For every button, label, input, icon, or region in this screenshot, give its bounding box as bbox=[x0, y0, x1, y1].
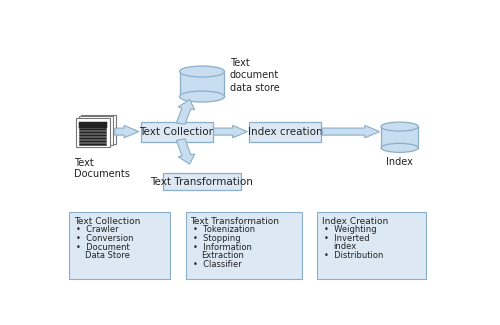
Text: •  Document: • Document bbox=[76, 243, 130, 252]
FancyBboxPatch shape bbox=[141, 122, 212, 142]
Polygon shape bbox=[176, 99, 194, 124]
Polygon shape bbox=[214, 125, 248, 138]
Text: Text
Documents: Text Documents bbox=[74, 158, 130, 179]
Text: Text Collection: Text Collection bbox=[138, 127, 215, 136]
FancyBboxPatch shape bbox=[186, 212, 302, 279]
Text: index: index bbox=[333, 242, 356, 252]
Text: •  Conversion: • Conversion bbox=[76, 234, 134, 243]
Text: Extraction: Extraction bbox=[201, 252, 244, 260]
Text: Text
document
data store: Text document data store bbox=[230, 58, 280, 93]
Text: •  Tokenization: • Tokenization bbox=[192, 225, 255, 234]
Text: Data Store: Data Store bbox=[85, 252, 130, 260]
FancyBboxPatch shape bbox=[250, 122, 321, 142]
Text: Text Collection: Text Collection bbox=[74, 217, 140, 226]
Ellipse shape bbox=[381, 143, 418, 152]
Text: Index creation: Index creation bbox=[248, 127, 322, 136]
Text: Index: Index bbox=[386, 157, 413, 167]
Ellipse shape bbox=[381, 122, 418, 131]
Text: •  Distribution: • Distribution bbox=[324, 252, 384, 260]
Text: Text Transformation: Text Transformation bbox=[150, 177, 254, 187]
Text: •  Classifier: • Classifier bbox=[192, 260, 242, 269]
FancyBboxPatch shape bbox=[318, 212, 426, 279]
FancyBboxPatch shape bbox=[163, 173, 241, 190]
Polygon shape bbox=[381, 127, 418, 148]
Polygon shape bbox=[322, 125, 380, 138]
Text: •  Weighting: • Weighting bbox=[324, 225, 377, 234]
FancyBboxPatch shape bbox=[82, 115, 116, 144]
FancyBboxPatch shape bbox=[76, 118, 110, 147]
Text: •  Crawler: • Crawler bbox=[76, 225, 119, 234]
Text: •  Stopping: • Stopping bbox=[192, 234, 240, 243]
Text: •  Information: • Information bbox=[192, 243, 252, 252]
FancyBboxPatch shape bbox=[70, 212, 170, 279]
Ellipse shape bbox=[180, 91, 224, 102]
FancyBboxPatch shape bbox=[79, 116, 113, 145]
Ellipse shape bbox=[180, 66, 224, 77]
Polygon shape bbox=[180, 72, 224, 97]
Polygon shape bbox=[115, 125, 139, 138]
Polygon shape bbox=[176, 139, 194, 164]
Text: •  Inverted: • Inverted bbox=[324, 234, 370, 243]
Text: Text Transformation: Text Transformation bbox=[190, 217, 280, 226]
Text: Index Creation: Index Creation bbox=[322, 217, 388, 226]
